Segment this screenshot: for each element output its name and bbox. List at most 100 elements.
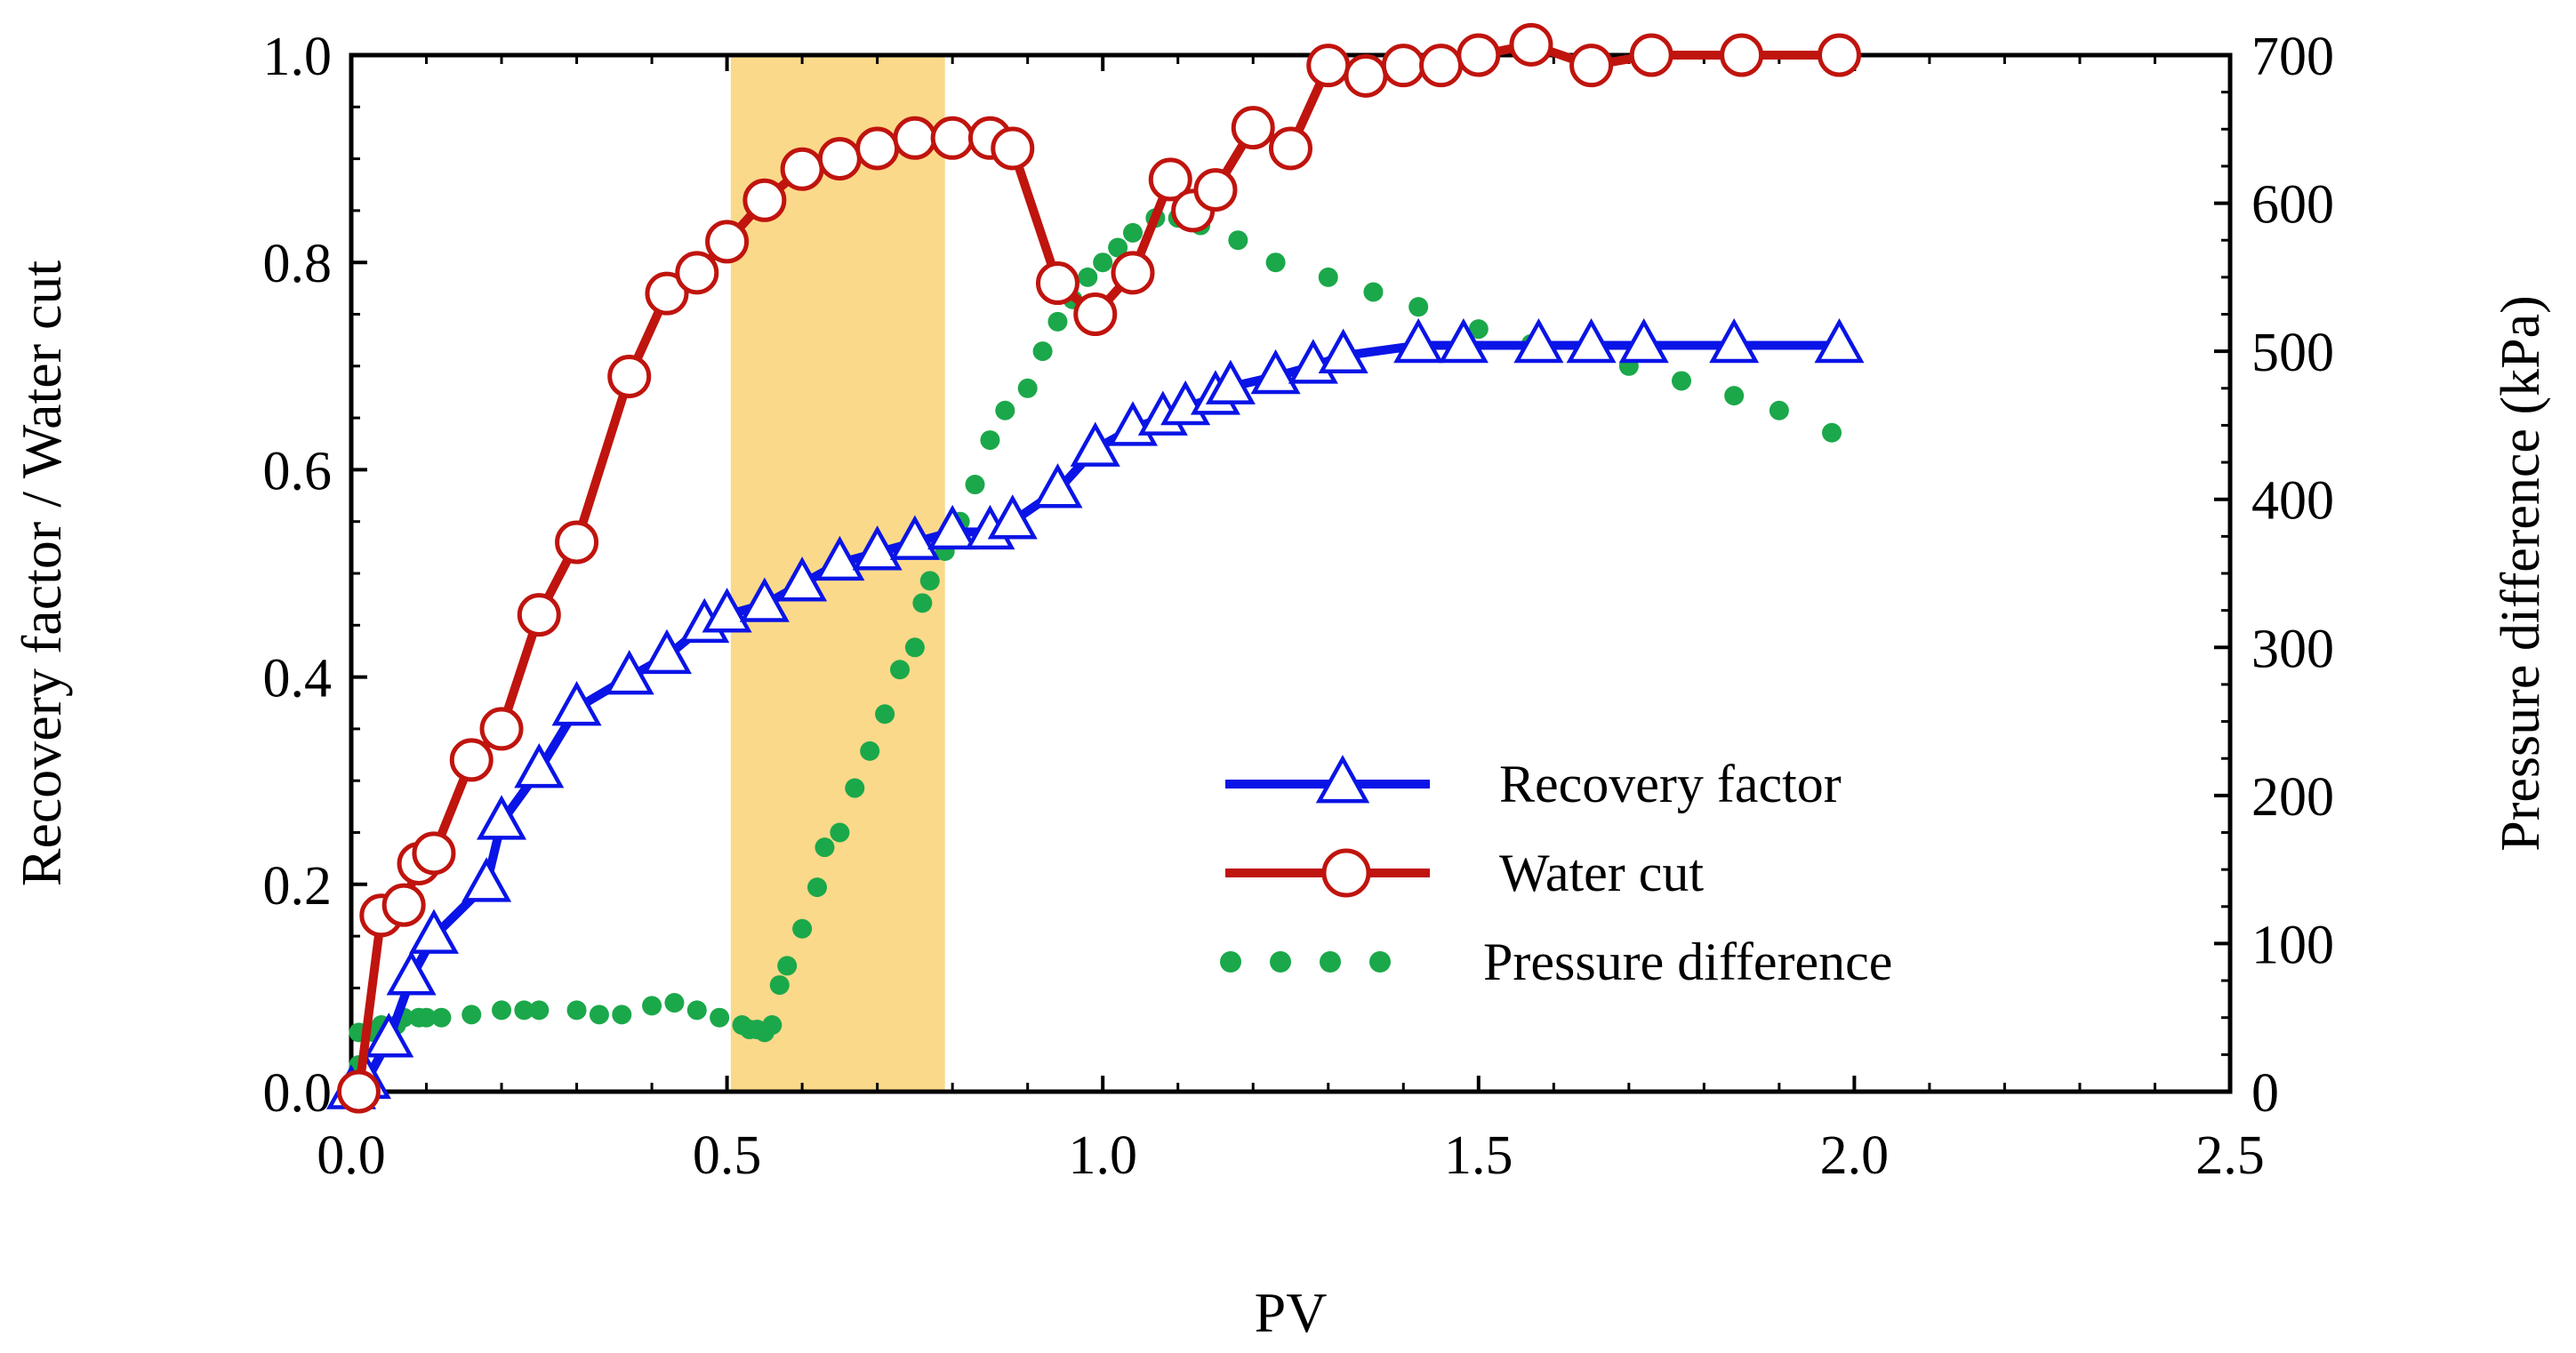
pressure-difference-point [686,1000,707,1021]
pressure-difference-point [889,660,910,680]
water-cut-point [1231,106,1275,150]
pressure-difference-point [980,430,1000,451]
series-layer [325,22,1865,1114]
legend-triangle-marker [1315,755,1370,804]
water-cut-point [705,220,750,264]
pressure-difference-point [845,778,865,798]
ticks-layer: 0.0 0.5 1.0 1.5 2.0 2.5 0.0 0.2 0.4 0.6 0.8 1.0 0 100… [263,27,2335,1186]
water-cut-point [1193,168,1238,212]
pressure-difference-point [1468,319,1489,340]
water-cut-point [449,738,494,782]
water-cut-point [1269,126,1312,171]
pressure-difference-point [566,1000,587,1021]
legend-dot [1369,951,1391,973]
x-tick-label: 0.0 [317,1125,386,1186]
recovery-factor-point [1393,317,1444,364]
pressure-difference-point [416,1007,437,1028]
y-left-tick-label: 0.2 [263,856,333,917]
legend-circle-marker [1321,848,1371,898]
water-cut-point [1720,33,1764,77]
pressure-difference-point [1032,341,1053,362]
recovery-factor-point [514,742,565,789]
legend-dot [1220,951,1241,973]
legend-item-water-cut: Water cut [1225,844,1704,902]
pressure-difference-point [1108,237,1128,258]
y-left-tick-label: 1.0 [263,27,333,87]
recovery-factor-point [739,577,790,622]
water-cut-point [336,1069,381,1114]
water-cut-point [780,147,824,191]
pressure-difference-point [514,1000,534,1021]
recovery-factor-point [889,515,940,560]
pressure-difference-point [875,704,895,725]
recovery-factor-point [641,628,693,675]
recovery-factor-point [852,525,903,571]
recovery-factor-point [477,795,527,840]
water-cut-point [855,126,900,171]
water-cut-point [742,178,787,222]
recovery-factor-point [1318,328,1368,373]
recovery-factor-point [408,909,459,954]
water-cut-point [479,707,524,751]
pressure-difference-point [1017,378,1038,398]
recovery-factor-point [364,1013,414,1058]
y-left-tick-label: 0.8 [263,234,333,294]
water-cut-point [817,137,862,181]
pressure-difference-point [664,993,685,1013]
y-right-tick-label: 100 [2251,915,2334,975]
water-cut-point [607,354,652,398]
pressure-difference-point [1408,297,1429,317]
water-cut-point [1419,44,1464,88]
recovery-factor-point [1618,317,1669,364]
water-cut-point [1817,33,1861,77]
water-cut-point [1629,33,1673,77]
pressure-difference-point [995,400,1015,420]
pressure-difference-point [919,571,940,591]
pressure-difference-point [1769,400,1789,420]
x-tick-label: 1.0 [1068,1125,1137,1186]
pressure-difference-point [642,996,662,1016]
y-right-tick-label: 600 [2251,175,2334,236]
series-water-cut [336,22,1861,1114]
labels-layer: PV Recovery factor / Water cut Pressure … [10,260,2551,1344]
pressure-difference-point [815,837,835,858]
water-cut-point [412,831,456,876]
plot-frame [349,52,2233,1094]
water-cut-point [1569,44,1614,88]
recovery-factor-point [987,494,1038,540]
water-cut-point [1148,157,1192,202]
y-right-tick-label: 300 [2251,619,2334,679]
y-left-tick-label: 0.0 [263,1063,333,1124]
pressure-difference-point [612,1005,632,1025]
recovery-factor-point [461,857,512,902]
y-left-tick-label: 0.6 [263,441,333,501]
pressure-difference-point [762,1015,782,1036]
pressure-difference-point [1093,252,1113,273]
water-cut-point [1073,292,1118,336]
recovery-factor-point [1205,359,1256,404]
x-tick-label: 2.5 [2195,1125,2265,1186]
pressure-difference-point [1318,267,1338,287]
pressure-difference-point [1822,422,1842,443]
recovery-factor-point [702,588,752,633]
pressure-difference-point [965,475,985,495]
legend-label: Recovery factor [1499,755,1842,813]
water-cut-point [381,883,426,927]
pressure-difference-point [860,741,880,761]
pressure-difference-point [1672,371,1692,391]
pressure-difference-point [807,877,828,898]
pressure-difference-point [830,822,850,843]
plot-frame-layer [349,52,2233,1094]
recovery-factor-point [386,950,437,996]
y-right-tick-label: 400 [2251,471,2334,532]
pressure-difference-point [492,1000,512,1021]
recovery-factor-point [927,504,978,550]
recovery-factor-point [1070,421,1120,467]
legend-label: Pressure difference [1483,933,1892,991]
legend-label: Water cut [1499,844,1704,902]
pressure-difference-point [710,1007,730,1028]
x-tick-label: 0.5 [693,1125,762,1186]
recovery-factor-point [777,556,828,602]
recovery-factor-point [1709,317,1760,364]
legend-dot [1270,951,1291,973]
